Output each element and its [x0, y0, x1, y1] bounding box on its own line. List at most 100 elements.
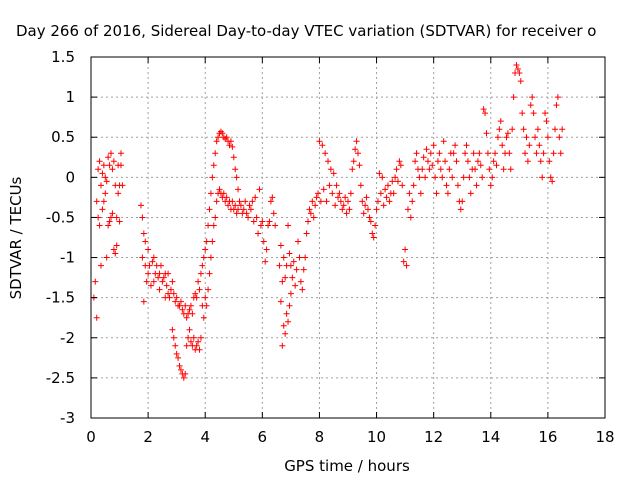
data-point — [102, 174, 109, 181]
data-point — [552, 126, 559, 133]
data-point — [394, 178, 401, 185]
data-point — [207, 254, 214, 261]
data-point — [390, 190, 397, 197]
data-point — [110, 246, 117, 253]
data-point — [480, 106, 487, 113]
data-point — [492, 150, 499, 157]
data-point — [270, 210, 277, 217]
data-point — [295, 238, 302, 245]
data-point — [202, 246, 209, 253]
data-point — [253, 214, 260, 221]
data-point — [196, 286, 203, 293]
data-point — [170, 290, 177, 297]
data-point — [434, 158, 441, 165]
data-point — [316, 138, 323, 145]
data-point — [96, 222, 103, 229]
x-tick-label: 4 — [200, 428, 210, 446]
data-point — [227, 138, 234, 145]
data-point — [280, 322, 287, 329]
data-point — [366, 214, 373, 221]
data-point — [187, 302, 194, 309]
data-point — [113, 214, 120, 221]
data-point — [345, 198, 351, 205]
data-point — [476, 150, 483, 157]
data-point — [339, 206, 346, 213]
data-point — [517, 78, 524, 85]
data-point — [386, 198, 393, 205]
data-point — [336, 190, 343, 197]
data-point — [183, 342, 190, 349]
data-point — [110, 158, 117, 165]
data-point — [497, 118, 504, 125]
data-point — [466, 174, 473, 181]
data-point — [190, 334, 197, 341]
data-point — [262, 258, 269, 265]
data-point — [423, 146, 430, 153]
data-point — [145, 270, 152, 277]
y-tick-labels: -3 -2.5 -2 -1.5 -1 -0.5 0 0.5 1 1.5 — [46, 48, 75, 427]
data-point — [140, 298, 147, 305]
data-point — [452, 142, 459, 149]
data-point — [205, 222, 212, 229]
data-point — [145, 246, 152, 253]
data-point — [119, 182, 126, 189]
data-point — [249, 198, 256, 205]
data-point — [286, 302, 293, 309]
data-point — [306, 206, 313, 213]
data-point — [246, 202, 253, 209]
data-point — [170, 334, 177, 341]
data-point — [240, 206, 247, 213]
data-point — [513, 62, 520, 69]
data-point — [287, 290, 294, 297]
data-point — [103, 254, 110, 261]
data-point — [209, 238, 216, 245]
data-point — [554, 94, 561, 101]
data-point — [232, 166, 239, 173]
data-point — [282, 330, 289, 337]
data-point — [223, 194, 230, 201]
data-point — [487, 182, 494, 189]
data-point — [302, 254, 309, 261]
plot-frame — [90, 56, 606, 419]
data-point — [493, 162, 500, 169]
data-point — [546, 158, 553, 165]
data-point — [196, 346, 203, 353]
data-point — [189, 310, 196, 317]
data-point — [482, 110, 489, 117]
data-point — [462, 150, 469, 157]
data-point — [322, 150, 329, 157]
y-tick-label: -2.5 — [46, 369, 75, 387]
data-point — [510, 94, 517, 101]
data-point — [285, 318, 292, 325]
data-point — [233, 210, 240, 217]
data-point — [105, 154, 112, 161]
x-tick-label: 0 — [86, 428, 96, 446]
data-point — [370, 234, 377, 241]
data-point — [197, 270, 204, 277]
data-point — [416, 174, 423, 181]
data-point — [367, 218, 374, 225]
data-point — [383, 194, 390, 201]
data-point — [526, 142, 533, 149]
data-point — [397, 162, 404, 169]
data-point — [332, 202, 339, 209]
data-point — [522, 150, 529, 157]
data-point — [350, 158, 357, 165]
data-point — [212, 150, 219, 157]
data-points — [90, 62, 566, 381]
y-tick-label: -3 — [60, 409, 75, 427]
data-point — [242, 198, 249, 205]
data-point — [514, 66, 521, 73]
data-point — [203, 238, 210, 245]
data-point — [359, 198, 366, 205]
data-point — [207, 190, 214, 197]
data-point — [276, 262, 283, 269]
axis-ticks — [90, 56, 606, 419]
data-point — [300, 266, 307, 273]
data-point — [279, 278, 286, 285]
data-point — [352, 146, 359, 153]
data-point — [364, 206, 371, 213]
data-point — [313, 194, 320, 201]
data-point — [213, 138, 220, 145]
